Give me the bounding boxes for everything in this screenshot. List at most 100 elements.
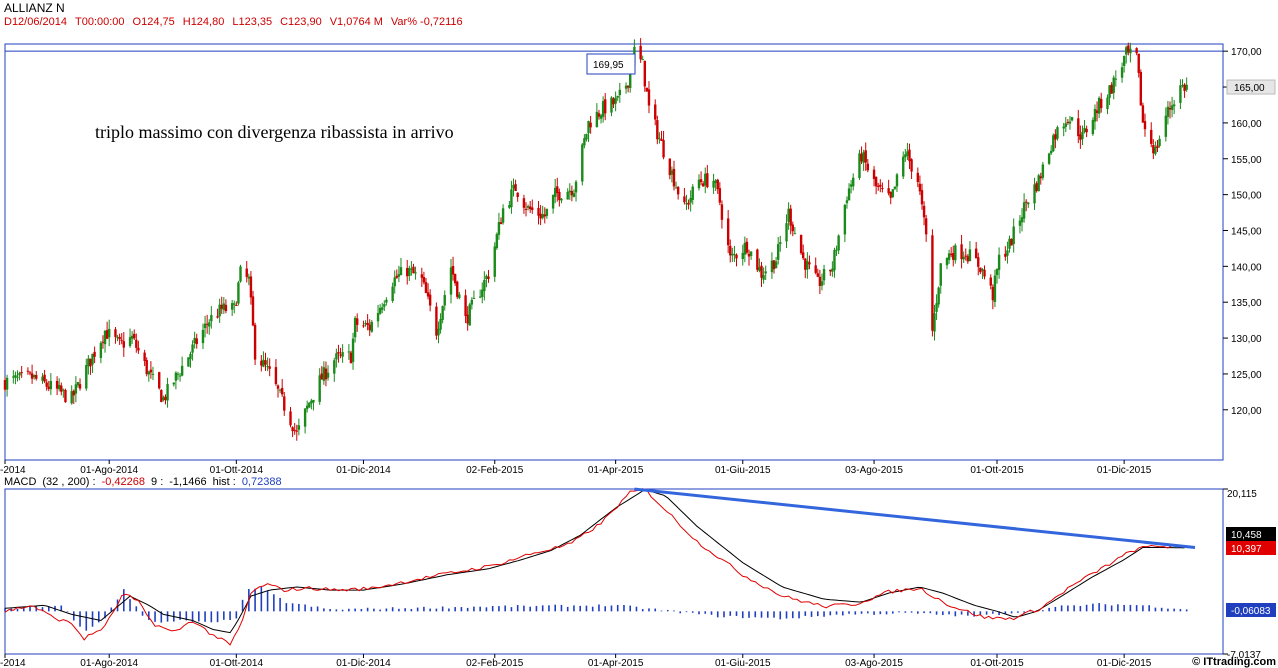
price-candle-body — [820, 281, 824, 286]
price-candle-body — [122, 341, 125, 348]
price-candle-body — [26, 370, 30, 372]
price-candle-body — [41, 376, 44, 381]
price-candle-body — [368, 324, 371, 331]
price-candle-body — [701, 183, 705, 187]
price-candle-body — [581, 144, 584, 182]
price-candle-body — [443, 295, 446, 306]
price-candle-body — [262, 359, 265, 367]
price-candle-body — [539, 213, 542, 219]
price-candle-body — [793, 233, 797, 235]
price-candle-body — [16, 376, 19, 378]
price-candle-body — [178, 375, 182, 377]
close-value: C123,90 — [280, 16, 322, 28]
price-candle-body — [235, 305, 238, 307]
price-candle-body — [837, 235, 840, 251]
price-candle-body — [3, 380, 7, 390]
price-candle-body — [512, 184, 515, 189]
price-candle-body — [166, 384, 169, 401]
price-candle-body — [670, 170, 674, 175]
price-candle-body — [251, 296, 255, 326]
price-candle-body — [362, 325, 365, 327]
price-candle-body — [808, 262, 811, 265]
macd-value-label: -0,06083 — [1231, 606, 1271, 617]
price-candle-body — [1006, 250, 1009, 256]
price-candle-body — [935, 303, 938, 312]
price-candle-body — [893, 186, 897, 189]
price-candle-body — [645, 87, 649, 92]
price-candle-body — [14, 375, 17, 378]
price-candle-body — [137, 347, 140, 351]
price-candle-body — [612, 98, 615, 105]
price-y-tick-label: 170,00 — [1231, 47, 1262, 58]
macd-params: (32 , 200) : — [42, 476, 96, 488]
price-candle-body — [47, 386, 50, 389]
price-candle-body — [589, 122, 592, 128]
price-candle-body — [920, 190, 924, 205]
price-candle-body — [745, 241, 749, 253]
price-candle-body — [526, 206, 530, 208]
price-candle-body — [208, 322, 211, 327]
price-candle-body — [412, 266, 415, 274]
price-candle-body — [395, 275, 399, 278]
price-candle-body — [964, 255, 967, 257]
price-candle-body — [1093, 108, 1097, 122]
price-candle-body — [553, 187, 557, 197]
price-candle-body — [458, 294, 461, 299]
price-candle-body — [1064, 123, 1067, 127]
price-candle-body — [162, 397, 165, 401]
price-candle-body — [247, 276, 251, 279]
macd-x-tick-label: 01-Apr-2015 — [588, 658, 644, 668]
price-candle-body — [20, 372, 23, 374]
price-candle-body — [764, 271, 767, 274]
price-candle-body — [1158, 138, 1161, 146]
price-candle-body — [891, 189, 895, 198]
price-candle-body — [1035, 183, 1038, 191]
price-candle-body — [683, 196, 686, 203]
price-candle-body — [714, 180, 717, 184]
price-candle-body — [814, 265, 817, 273]
price-candle-body — [852, 177, 855, 187]
price-candle-body — [426, 292, 430, 297]
price-candle-body — [699, 179, 703, 182]
price-candle-body — [189, 353, 192, 360]
price-candle-body — [743, 242, 747, 255]
price-candle-body — [293, 429, 296, 431]
price-candle-body — [864, 150, 867, 163]
price-candle-body — [879, 184, 882, 187]
price-candle-body — [1112, 77, 1115, 93]
price-candle-body — [614, 97, 617, 104]
price-candle-body — [962, 256, 965, 260]
price-candle-body — [347, 351, 351, 353]
price-candle-body — [672, 168, 676, 187]
price-x-tick-label: Giu-2014 — [0, 465, 26, 476]
price-candle-body — [420, 274, 424, 278]
macd-x-tick-label: 01-Dic-2014 — [336, 658, 391, 668]
price-candle-body — [76, 382, 80, 386]
price-candle-body — [931, 235, 934, 331]
price-candle-body — [574, 181, 578, 193]
price-candle-body — [624, 85, 628, 89]
price-candle-body — [862, 152, 865, 163]
price-candle-body — [466, 314, 469, 324]
price-candle-body — [1181, 85, 1184, 87]
price-candle-body — [501, 208, 505, 223]
price-candle-body — [560, 198, 563, 201]
price-candle-body — [922, 205, 926, 218]
price-candle-body — [180, 365, 184, 376]
price-x-tick-label: 01-Ott-2014 — [210, 465, 264, 476]
price-candle-body — [806, 260, 809, 270]
price-candle-body — [424, 282, 428, 293]
price-candle-body — [147, 371, 151, 375]
time-value: T00:00:00 — [75, 16, 125, 28]
price-candle-body — [947, 253, 951, 260]
price-candle-body — [558, 191, 561, 201]
price-candle-body — [1185, 84, 1188, 90]
price-candle-body — [487, 276, 490, 279]
price-candle-body — [749, 251, 753, 256]
var-value: Var% -0,72116 — [390, 16, 463, 28]
price-candle-body — [260, 360, 263, 366]
price-candle-body — [1056, 127, 1059, 139]
price-candle-body — [779, 242, 782, 244]
price-candle-body — [291, 427, 294, 432]
price-candle-body — [70, 391, 73, 404]
